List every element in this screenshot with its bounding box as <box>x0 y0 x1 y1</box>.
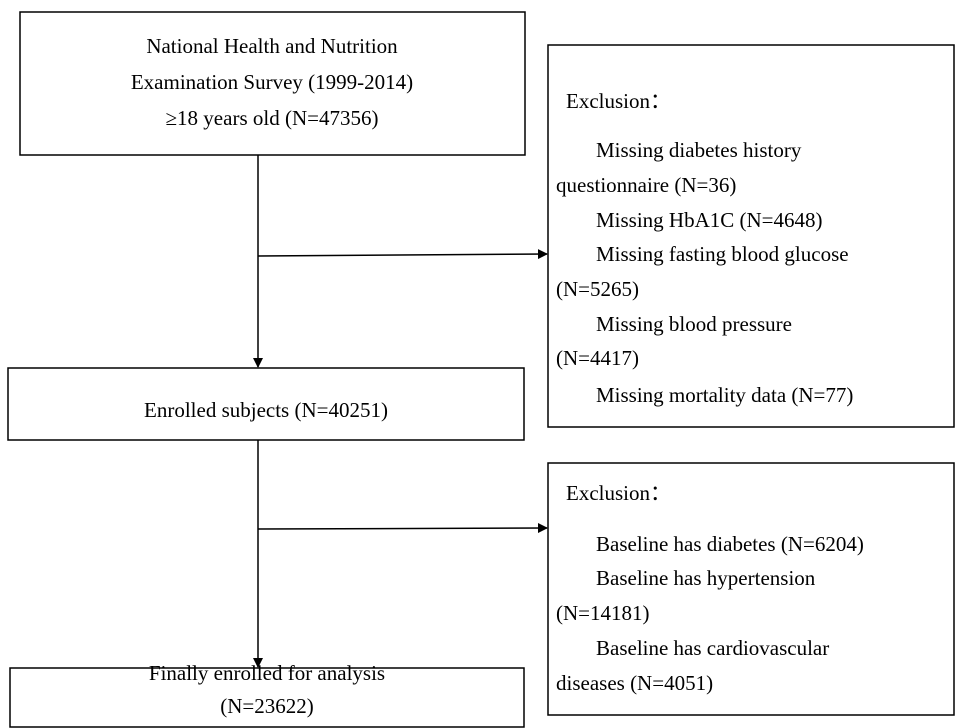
node-text: Enrolled subjects (N=40251) <box>144 398 388 422</box>
node-text: Baseline has cardiovascular <box>596 636 829 660</box>
arrow <box>257 523 548 534</box>
node-text: Missing HbA1C (N=4648) <box>596 208 823 232</box>
node-text: Baseline has hypertension <box>596 566 816 590</box>
node-text: (N=4417) <box>556 346 639 370</box>
box <box>547 44 955 428</box>
box <box>9 667 525 728</box>
box <box>547 462 955 716</box>
node-text: Missing diabetes history <box>596 138 802 162</box>
node-text: diseases (N=4051) <box>556 671 713 695</box>
node-text: (N=23622) <box>220 694 314 718</box>
node-text: (N=14181) <box>556 601 650 625</box>
node-text: (N=5265) <box>556 277 639 301</box>
node-text: Missing fasting blood glucose <box>596 242 849 266</box>
node-title: Exclusion： <box>566 89 671 113</box>
arrow <box>257 249 548 260</box>
arrows <box>253 155 548 668</box>
box <box>7 367 525 441</box>
node-title: Exclusion： <box>566 481 671 505</box>
node-text: Missing mortality data (N=77) <box>596 383 853 407</box>
node-text: Examination Survey (1999-2014) <box>131 70 413 94</box>
node-text: questionnaire (N=36) <box>556 173 736 197</box>
node-text: ≥18 years old (N=47356) <box>166 106 379 130</box>
box <box>19 11 526 156</box>
node-text: Missing blood pressure <box>596 312 792 336</box>
node-text: Baseline has diabetes (N=6204) <box>596 532 864 556</box>
node-text: Finally enrolled for analysis <box>149 661 385 685</box>
node-text: National Health and Nutrition <box>146 34 398 58</box>
